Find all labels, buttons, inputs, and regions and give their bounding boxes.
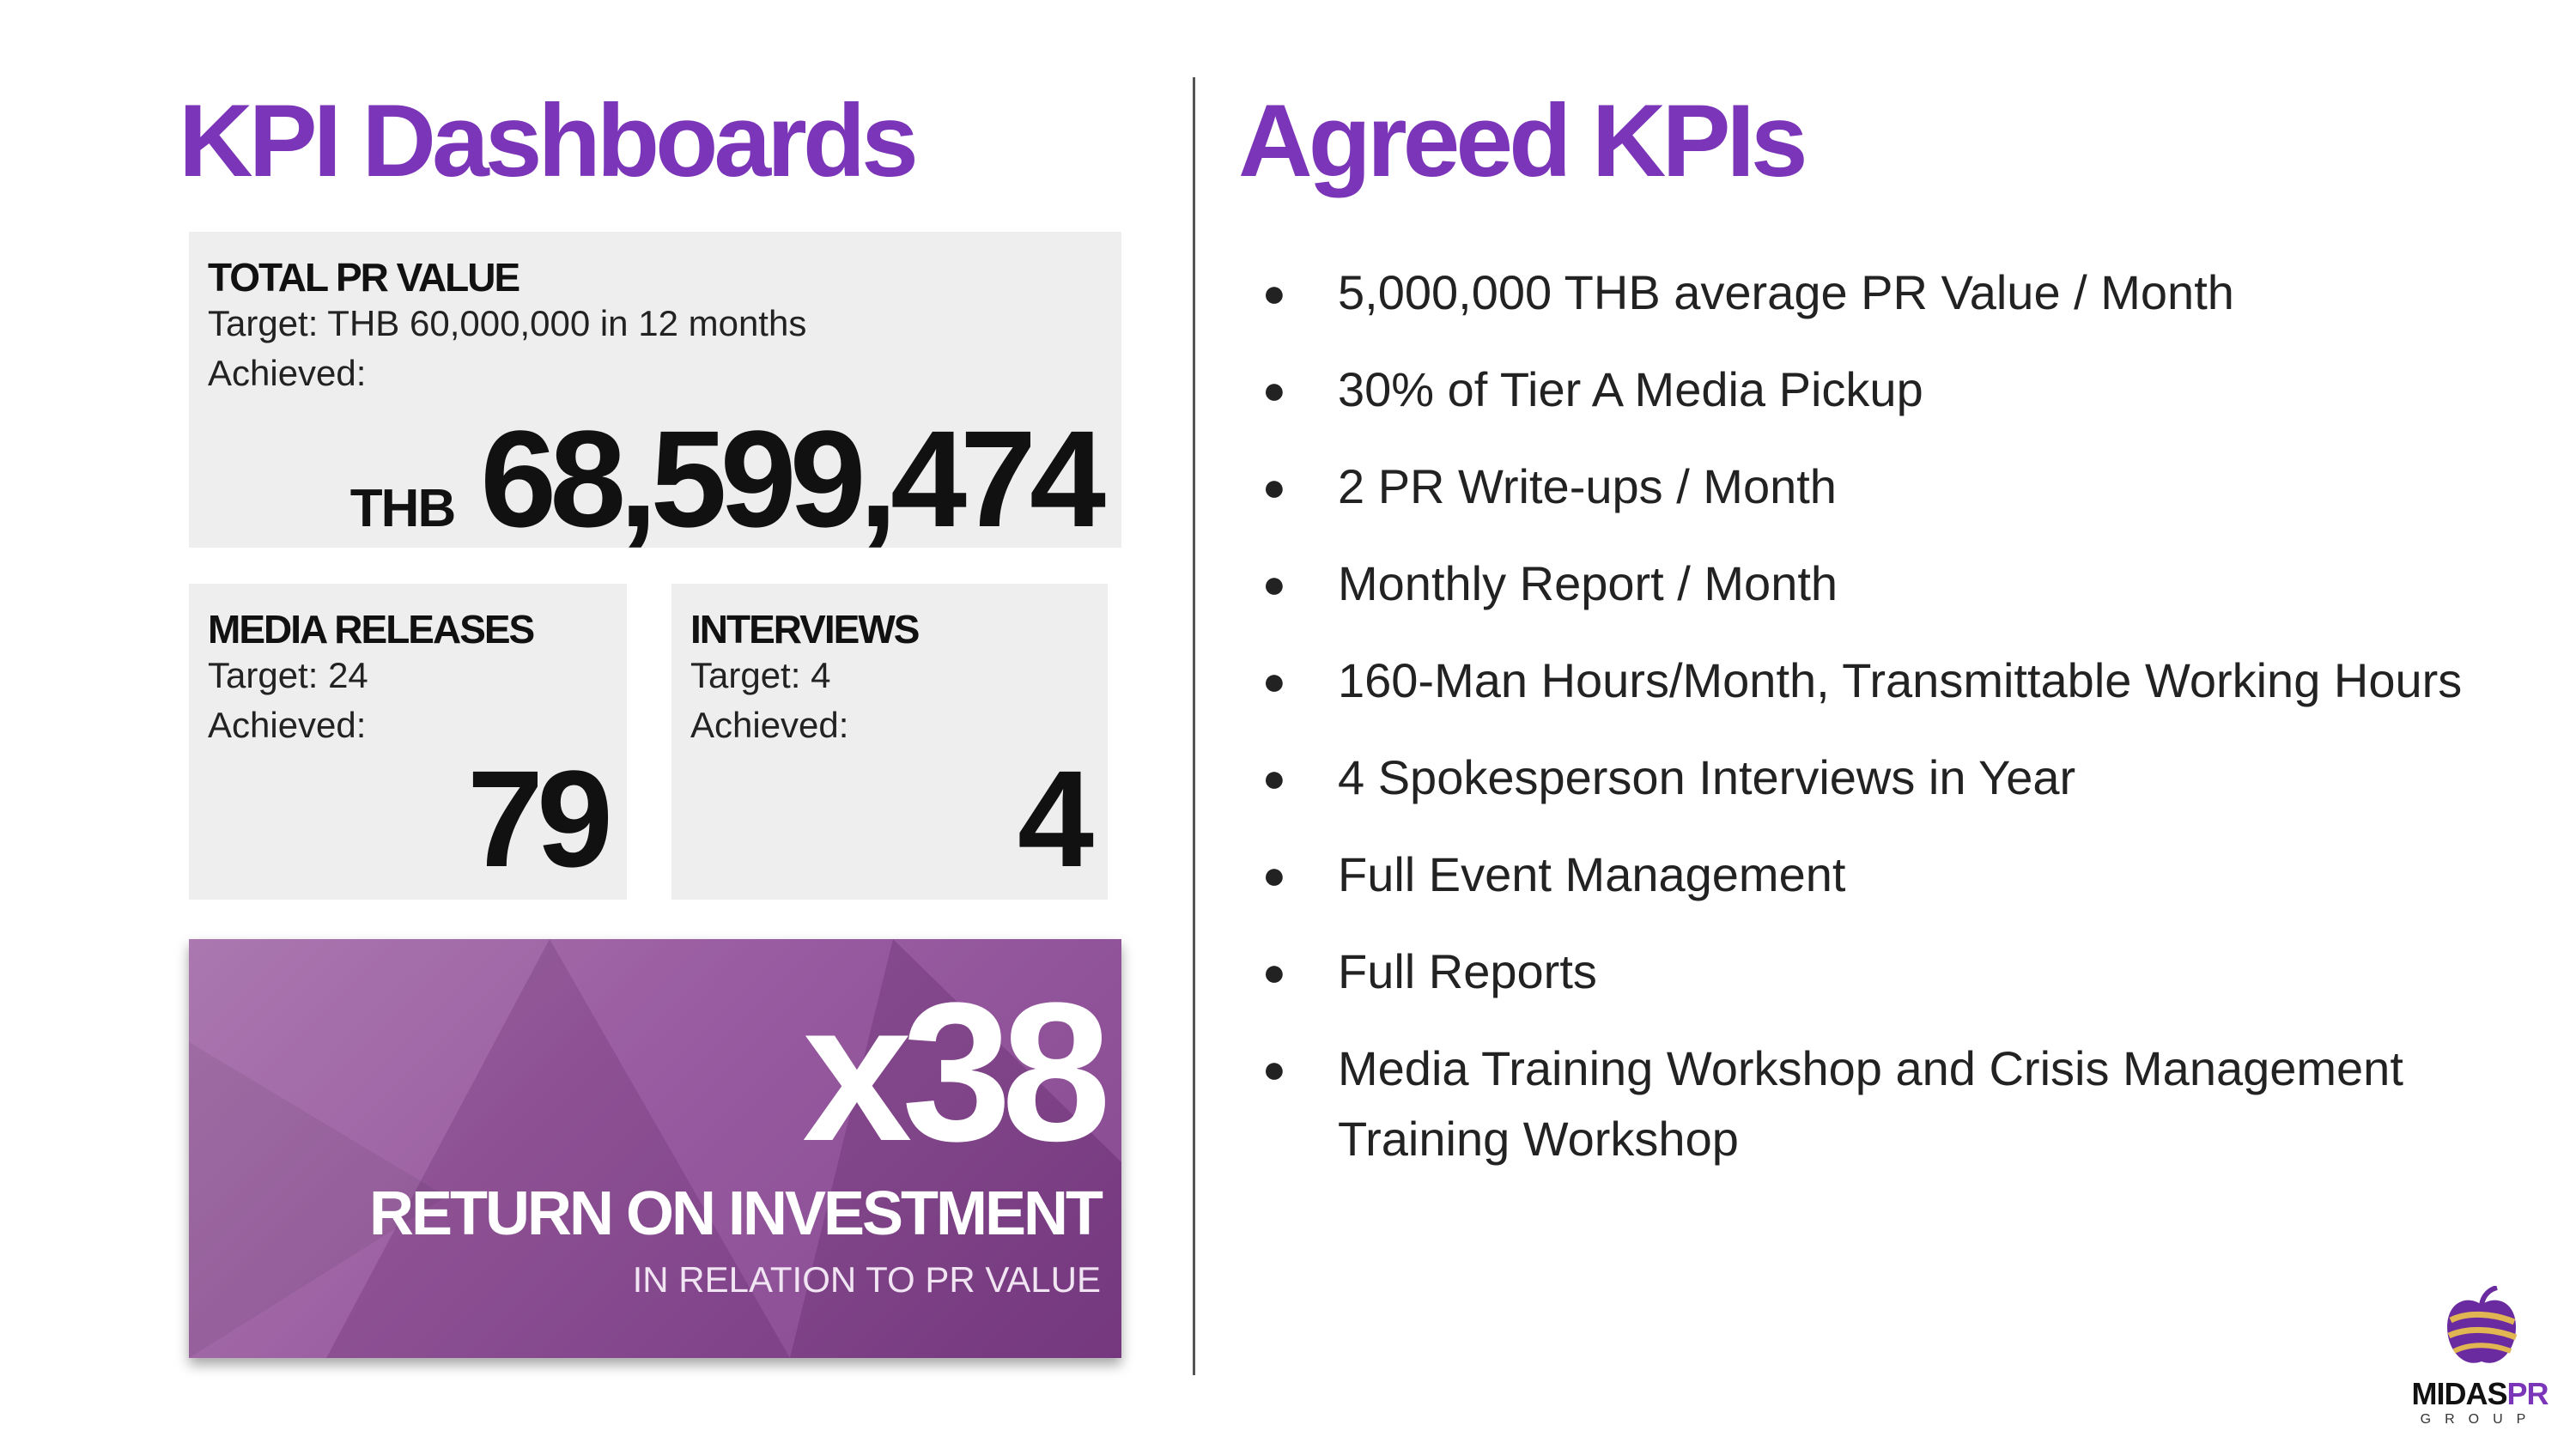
media-releases-heading: MEDIA RELEASES <box>208 607 535 652</box>
logo-name-midas: MIDAS <box>2411 1376 2507 1411</box>
list-item-text: 160-Man Hours/Month, Transmittable Worki… <box>1338 653 2463 707</box>
midas-apple-icon <box>2447 1286 2518 1363</box>
list-item-text: Full Reports <box>1338 944 1597 998</box>
list-item: ● 160-Man Hours/Month, Transmittable Work… <box>1262 646 2533 716</box>
list-item: ● 4 Spokesperson Interviews in Year <box>1262 743 2533 813</box>
interviews-card: INTERVIEWS Target: 4 Achieved: 4 <box>671 584 1108 900</box>
interviews-heading: INTERVIEWS <box>690 607 920 652</box>
media-releases-card: MEDIA RELEASES Target: 24 Achieved: 79 <box>189 584 627 900</box>
agreed-kpis-title: Agreed KPIs <box>1238 83 1808 198</box>
logo-wordmark: MIDASPR <box>2403 1379 2557 1410</box>
midas-pr-logo: MIDASPR GROUP <box>2403 1286 2557 1432</box>
logo-group-text: GROUP <box>2420 1412 2540 1427</box>
interviews-target: Target: 4 <box>690 655 831 695</box>
bullet-icon: ● <box>1262 949 1286 994</box>
list-item: ● Full Event Management <box>1262 840 2533 910</box>
list-item-text: 4 Spokesperson Interviews in Year <box>1338 750 2076 804</box>
bullet-icon: ● <box>1262 561 1286 606</box>
list-item: ● 5,000,000 THB average PR Value / Month <box>1262 258 2533 328</box>
bullet-icon: ● <box>1262 367 1286 412</box>
total-pr-value-card: TOTAL PR VALUE Target: THB 60,000,000 in… <box>189 232 1121 548</box>
interviews-value: 4 <box>1018 742 1094 895</box>
roi-background-facets <box>189 939 1121 1358</box>
bullet-icon: ● <box>1262 658 1286 703</box>
media-releases-value: 79 <box>467 742 613 895</box>
list-item-text: 30% of Tier A Media Pickup <box>1338 362 1923 416</box>
list-item: ● Monthly Report / Month <box>1262 549 2533 619</box>
media-releases-achieved-label: Achieved: <box>208 705 367 745</box>
agreed-kpis-list: ● 5,000,000 THB average PR Value / Month … <box>1262 258 2533 1201</box>
roi-label: RETURN ON INVESTMENT <box>368 1179 1103 1248</box>
media-releases-target: Target: 24 <box>208 655 368 695</box>
total-pr-value-achieved-label: Achieved: <box>208 353 367 393</box>
column-divider <box>1193 77 1195 1375</box>
total-pr-value-target: Target: THB 60,000,000 in 12 months <box>208 303 807 343</box>
list-item: ● Full Reports <box>1262 937 2533 1007</box>
roi-card: x38 RETURN ON INVESTMENT IN RELATION TO … <box>189 939 1121 1358</box>
interviews-achieved-label: Achieved: <box>690 705 849 745</box>
bullet-icon: ● <box>1262 755 1286 800</box>
list-item: ● Media Training Workshop and Crisis Mana… <box>1262 1034 2533 1174</box>
total-pr-value-amount: THB 68,599,474 <box>349 402 1106 555</box>
bullet-icon: ● <box>1262 270 1286 315</box>
total-pr-value-number: 68,599,474 <box>480 402 1106 555</box>
list-item: ● 2 PR Write-ups / Month <box>1262 452 2533 522</box>
list-item-text: Monthly Report / Month <box>1338 556 1838 610</box>
bullet-icon: ● <box>1262 1046 1286 1091</box>
list-item-text: 2 PR Write-ups / Month <box>1338 459 1837 513</box>
list-item-text: Full Event Management <box>1338 847 1846 901</box>
bullet-icon: ● <box>1262 464 1286 509</box>
list-item-text: Media Training Workshop and Crisis Manag… <box>1338 1041 2403 1166</box>
roi-sublabel: IN RELATION TO PR VALUE <box>632 1259 1101 1300</box>
bullet-icon: ● <box>1262 852 1286 897</box>
list-item-text: 5,000,000 THB average PR Value / Month <box>1338 265 2234 319</box>
total-pr-value-heading: TOTAL PR VALUE <box>208 255 520 300</box>
kpi-dashboards-title: KPI Dashboards <box>179 83 919 198</box>
logo-name-pr: PR <box>2506 1376 2549 1411</box>
list-item: ● 30% of Tier A Media Pickup <box>1262 355 2533 425</box>
roi-multiplier: x38 <box>802 961 1111 1182</box>
total-pr-value-currency: THB <box>349 479 456 538</box>
